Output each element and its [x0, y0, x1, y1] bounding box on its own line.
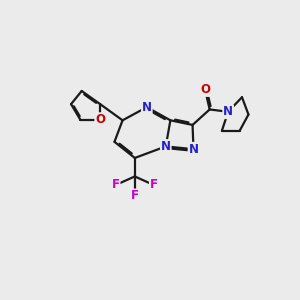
- Text: F: F: [131, 189, 139, 203]
- Text: N: N: [161, 140, 171, 153]
- Text: N: N: [142, 100, 152, 114]
- Text: F: F: [112, 178, 120, 191]
- Text: N: N: [188, 143, 199, 156]
- Text: O: O: [200, 83, 210, 96]
- Text: N: N: [223, 105, 233, 118]
- Text: O: O: [95, 113, 105, 126]
- Text: F: F: [150, 178, 158, 191]
